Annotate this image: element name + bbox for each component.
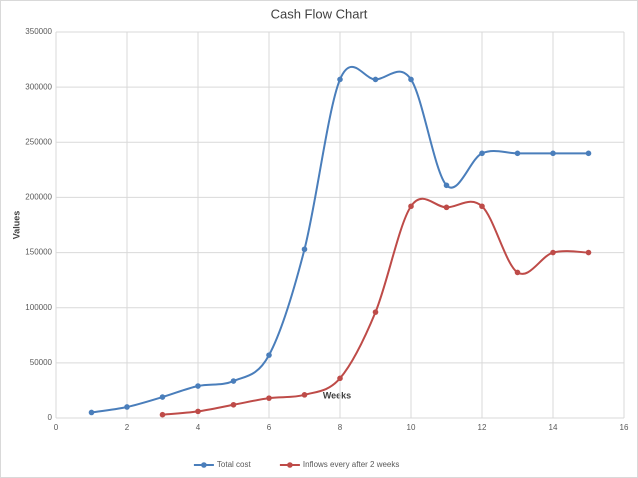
data-point xyxy=(408,76,414,83)
y-tick-label: 100000 xyxy=(25,303,52,312)
x-tick-label: 8 xyxy=(338,423,343,432)
data-point xyxy=(159,411,166,418)
data-point xyxy=(550,150,556,157)
data-point xyxy=(479,150,485,157)
data-point xyxy=(408,203,414,210)
y-tick-label: 0 xyxy=(48,413,53,422)
data-point xyxy=(585,249,592,256)
data-point xyxy=(230,401,237,408)
x-tick-label: 0 xyxy=(54,423,59,432)
x-tick-label: 10 xyxy=(407,423,416,432)
data-point xyxy=(585,150,592,157)
data-point xyxy=(514,269,521,276)
data-point xyxy=(301,392,308,398)
legend-label: Inflows every after 2 weeks xyxy=(303,460,399,469)
x-tick-label: 16 xyxy=(620,423,629,432)
data-point xyxy=(443,182,450,189)
data-point xyxy=(124,404,130,410)
y-tick-label: 300000 xyxy=(25,82,52,91)
data-point xyxy=(195,383,201,389)
data-point xyxy=(372,76,379,83)
data-point xyxy=(266,352,272,358)
legend-marker xyxy=(287,462,293,468)
data-point xyxy=(88,409,95,416)
data-point xyxy=(159,394,166,400)
y-tick-label: 200000 xyxy=(25,193,52,202)
data-point xyxy=(230,378,237,384)
y-tick-label: 350000 xyxy=(25,27,52,36)
data-point xyxy=(514,150,521,157)
data-point xyxy=(550,249,556,256)
x-tick-label: 2 xyxy=(125,423,130,432)
data-point xyxy=(337,76,343,83)
data-point xyxy=(195,408,201,415)
data-point xyxy=(301,246,308,253)
x-tick-label: 14 xyxy=(549,423,558,432)
y-tick-label: 50000 xyxy=(30,358,53,367)
y-tick-label: 250000 xyxy=(25,137,52,146)
legend-label: Total cost xyxy=(217,460,252,469)
series-line xyxy=(91,65,589,414)
y-axis-title: Values xyxy=(11,211,21,240)
x-axis-title: Weeks xyxy=(323,390,351,400)
data-point xyxy=(266,395,272,401)
chart-title: Cash Flow Chart xyxy=(271,6,368,21)
data-point xyxy=(443,204,450,211)
data-point xyxy=(337,375,343,382)
x-tick-label: 4 xyxy=(196,423,201,432)
x-tick-label: 12 xyxy=(478,423,487,432)
legend-marker xyxy=(201,462,207,468)
y-tick-label: 150000 xyxy=(25,248,52,257)
data-point xyxy=(372,309,379,315)
data-point xyxy=(479,203,485,210)
x-tick-label: 6 xyxy=(267,423,272,432)
